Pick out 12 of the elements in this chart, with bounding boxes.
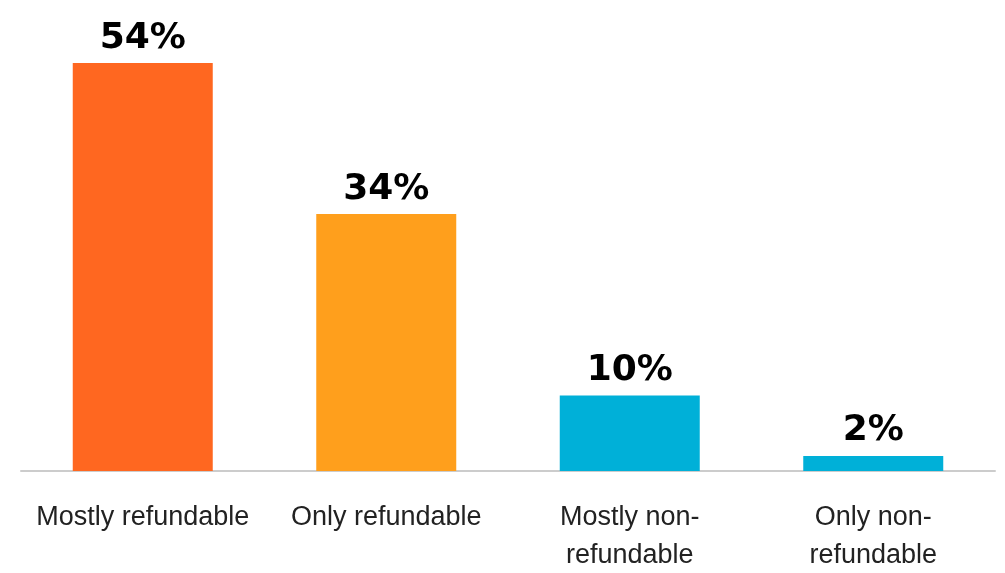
x-tick-label: Only non-refundable [809, 501, 938, 569]
bar [72, 63, 213, 471]
bar [803, 455, 944, 471]
x-tick-label: Only refundable [290, 501, 482, 531]
bar [559, 395, 700, 471]
x-tick-label: Mostly refundable [36, 501, 250, 531]
data-label: 2% [842, 407, 904, 449]
bar [316, 214, 457, 471]
data-label: 54% [99, 14, 186, 56]
data-label: 10% [586, 346, 673, 388]
data-label: 34% [343, 165, 430, 207]
x-tick-label: Mostly non-refundable [559, 501, 700, 569]
